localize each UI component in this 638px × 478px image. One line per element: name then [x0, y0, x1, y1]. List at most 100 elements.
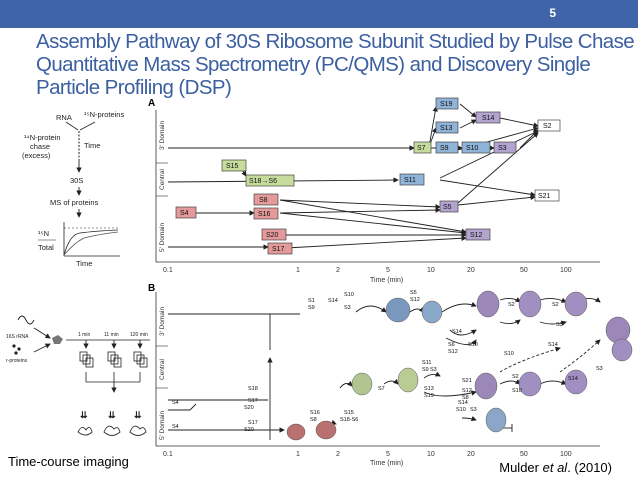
tick-50: 50	[520, 267, 528, 274]
b-label-s4a: S4	[172, 400, 179, 406]
tick-1: 1	[296, 267, 300, 274]
b-label-s10b: S10	[468, 342, 478, 348]
svg-text:S19: S19	[440, 101, 453, 108]
protein-s12: S12	[465, 228, 491, 241]
x-axis-label-b: Time (min)	[370, 460, 403, 467]
domain-3-label: 3' Domain	[159, 121, 166, 150]
b-label-s7: S7	[378, 386, 385, 392]
title-line-2: Quantitative Mass Spectrometry (PC/QMS) …	[36, 53, 591, 76]
b-label-s12a: S12	[410, 297, 420, 303]
svg-text:S14: S14	[482, 115, 495, 122]
title-line-1: Assembly Pathway of 30S Ribosome Subunit…	[36, 30, 635, 53]
svg-text:S3: S3	[498, 145, 507, 152]
tick-b-100: 100	[560, 451, 572, 458]
b-label-s10e: S10	[456, 407, 466, 413]
protein-s20: S20	[261, 228, 287, 241]
b-label-s5a: S5	[410, 290, 417, 296]
b-label-s6: S6	[448, 342, 455, 348]
svg-text:S18→S6: S18→S6	[249, 178, 277, 185]
ms-proteins-label: MS of proteins	[50, 198, 99, 207]
tick-2: 2	[336, 267, 340, 274]
protein-s19: S19	[435, 97, 459, 110]
b-label-s3a: S3	[344, 305, 351, 311]
svg-text:⇊: ⇊	[108, 410, 116, 420]
tick-b-20: 20	[467, 451, 475, 458]
b-label-s14b: S14	[452, 329, 462, 335]
panel-a-label: A	[148, 98, 155, 109]
citation-year: . (2010)	[567, 460, 612, 475]
b-label-s18: S18	[248, 386, 258, 392]
b-label-s12b: S12	[448, 349, 458, 355]
svg-text:S20: S20	[266, 232, 279, 239]
panel-a: A 3' Domain Central 5' Domain 0.1 1 2 5 …	[148, 97, 600, 284]
b-label-s10a: S10	[344, 292, 354, 298]
b-label-s3e: S3	[470, 407, 477, 413]
tick-5: 5	[386, 267, 390, 274]
b-label-s2c: S2	[512, 374, 519, 380]
svg-text:S17: S17	[272, 246, 285, 253]
imaging-schematic: 16S rRNA r-proteins 1 min 11 min 120 min…	[6, 315, 150, 436]
n14-protein-label: ¹⁴N-protein	[24, 133, 61, 142]
tick-100: 100	[560, 267, 572, 274]
b-label-s3c: S3	[556, 322, 563, 328]
b-label-s15: S15	[344, 410, 354, 416]
citation-etal: et al	[542, 460, 568, 475]
tick-10: 10	[427, 267, 435, 274]
svg-text:S16: S16	[258, 211, 271, 218]
b-label-s9b: S9	[422, 367, 429, 373]
svg-text:S10: S10	[466, 145, 479, 152]
b-label-s14c: S14	[548, 342, 558, 348]
tick-0.1: 0.1	[163, 267, 173, 274]
tick-b-2: 2	[336, 451, 340, 458]
svg-text:⇊: ⇊	[134, 410, 142, 420]
title-line-3: Particle Profiling (DSP)	[36, 76, 232, 99]
caption-time-course: Time-course imaging	[8, 454, 129, 469]
b-label-s11: S11	[422, 360, 431, 366]
slide-title: Assembly Pathway of 30S Ribosome Subunit…	[36, 30, 636, 99]
chase-label: chase	[30, 142, 50, 151]
svg-text:S11: S11	[404, 177, 416, 184]
b-label-s20b: S20	[244, 427, 254, 433]
panel-b: B 3' Domain Central 5' Domain 0.1 1 2 5 …	[148, 283, 633, 467]
30s-label: 30S	[70, 176, 83, 185]
domain-5-label: 5' Domain	[159, 223, 166, 252]
protein-s16: S16	[253, 207, 279, 220]
protein-s9: S9	[435, 141, 459, 154]
b-label-s8: S8	[310, 417, 317, 423]
domain-central-label-b: Central	[159, 358, 166, 380]
protein-s7: S7	[413, 141, 432, 154]
b-label-s12c: S12	[462, 388, 472, 394]
n15-proteins-label: ¹⁵N-proteins	[84, 110, 124, 119]
domain-central-label: Central	[159, 168, 166, 190]
rrna-label: 16S rRNA	[6, 334, 29, 340]
protein-s11: S11	[399, 173, 425, 186]
time-120min: 120 min	[130, 332, 148, 338]
pc-qms-schematic: RNA ¹⁵N-proteins ¹⁴N-protein chase (exce…	[22, 110, 124, 268]
b-label-s14e: S14	[458, 400, 468, 406]
n15-label: ¹⁵N	[38, 229, 49, 238]
b-label-s20a: S20	[244, 405, 254, 411]
protein-s17: S17	[267, 242, 293, 255]
b-label-s16: S16	[310, 410, 320, 416]
b-label-s18-s6: S18-S6	[340, 417, 358, 423]
citation-author: Mulder	[499, 460, 543, 475]
panel-b-label: B	[148, 283, 155, 294]
protein-s2: S2	[537, 119, 561, 132]
citation: Mulder et al. (2010)	[499, 460, 612, 475]
protein-s4: S4	[175, 206, 197, 219]
svg-text:S7: S7	[417, 145, 426, 152]
b-label-s19: S19	[424, 393, 434, 399]
svg-text:⇊: ⇊	[80, 410, 88, 420]
slide-number: 5	[549, 6, 556, 20]
protein-s10: S10	[461, 141, 491, 154]
b-label-s2b: S2	[552, 302, 559, 308]
protein-s3: S3	[493, 141, 517, 154]
tick-b-5: 5	[386, 451, 390, 458]
tick-b-0.1: 0.1	[163, 451, 173, 458]
rproteins-label: r-proteins	[6, 358, 28, 364]
b-label-s9a: S9	[308, 305, 315, 311]
svg-text:S13: S13	[440, 125, 453, 132]
tick-b-1: 1	[296, 451, 300, 458]
b-label-s14d: S14	[568, 376, 578, 382]
time-label: Time	[84, 141, 100, 150]
